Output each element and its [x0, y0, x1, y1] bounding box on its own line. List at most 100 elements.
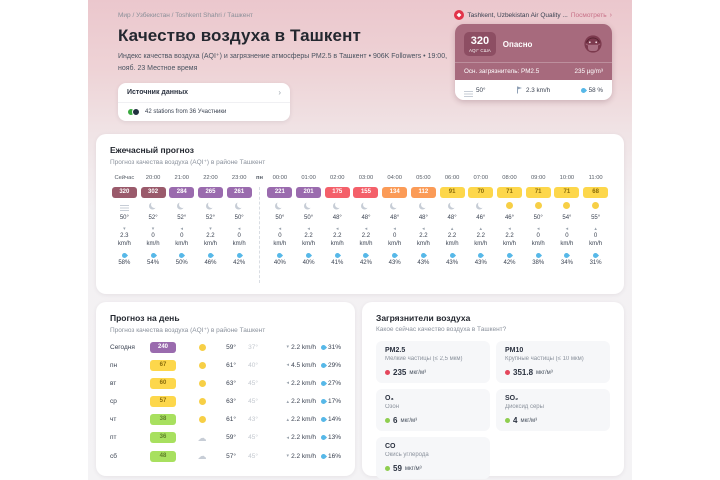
humidity: 43% [388, 260, 401, 267]
day-label: Сегодня [110, 343, 135, 351]
pollutant-code: CO [385, 443, 396, 451]
wind-unit: km/h [560, 241, 574, 248]
humidity: 42% [233, 260, 246, 267]
humidity: 13% [327, 434, 341, 442]
wind-unit: km/h [589, 241, 603, 248]
moon-icon [478, 201, 485, 208]
humidity-drop-icon [235, 252, 243, 260]
aqi-pill: 112 [410, 187, 436, 199]
pollutant-unit: мкг/м³ [409, 369, 427, 376]
humidity-icon-cell [196, 251, 225, 260]
pollutant-value-row: 6 мкг/м³ [385, 416, 481, 425]
data-source-card[interactable]: Источник данных › 42 stations from 36 Уч… [118, 83, 290, 122]
weather-icon-cell [192, 398, 212, 406]
day-divider-line [259, 187, 261, 284]
low-temperature: 43° [248, 416, 258, 424]
humidity-icon-cell [380, 251, 409, 260]
temperature: 50° [234, 215, 244, 222]
masked-face-icon [584, 35, 602, 53]
low-temperature: 37° [248, 343, 258, 351]
low-temperature: 45° [248, 434, 258, 442]
wind-speed: 4.5 km/h [291, 361, 316, 369]
wind-direction-icon: ◂ [536, 226, 540, 233]
wind-direction-icon: ◂ [393, 226, 396, 233]
pollutant-value-row: 59 мкг/м³ [385, 464, 481, 473]
wind-direction-icon: ◂ [286, 380, 290, 387]
hour-label: 01:00 [301, 175, 316, 182]
aqi-value: 320 [470, 35, 490, 47]
data-source-stations: 42 stations from 36 Участники [118, 102, 290, 121]
pollutant-tile: PM2.5 Мелкие частицы (≤ 2,5 мкм) 235 мкг/м³ [376, 341, 490, 384]
hourly-column: 05:00 112 48° ◂ 2.2 km/h 43% [409, 175, 438, 283]
humidity-icon-cell [495, 251, 524, 260]
wind-direction-icon: ▾ [209, 226, 212, 233]
pollutant-code: SO₂ [505, 395, 519, 403]
aqi-pill: 261 [226, 187, 252, 199]
high-temperature: 63° [226, 379, 236, 387]
wind-unit: km/h [531, 241, 545, 248]
humidity-drop-icon [305, 252, 313, 260]
humidity: 46% [204, 260, 217, 267]
haze-icon [119, 205, 129, 207]
hour-label: 04:00 [387, 175, 402, 182]
aqi-status-label: Опасно [502, 39, 533, 49]
humidity-drop-icon [178, 252, 186, 260]
wind-unit: km/h [117, 241, 131, 248]
hourly-column: 02:00 175 48° ◂ 2.2 km/h 41% [323, 175, 352, 283]
wind-unit: km/h [302, 241, 316, 248]
weather-icon-cell [225, 198, 254, 212]
daily-row: чт 38 61° 43° ▴ 2.2 km/h 14% [110, 414, 341, 426]
wind-cell: ▾ 2.2 km/h [258, 344, 316, 351]
wind-direction-icon: ◂ [180, 226, 184, 233]
wind-item: 2.3 km/h [516, 86, 550, 94]
chevron-right-icon[interactable]: › [609, 11, 612, 19]
pollutant-unit: мкг/м³ [400, 417, 418, 424]
pollutant-value: 235 [393, 368, 407, 378]
hourly-column: 03:00 155 48° ◂ 2.2 km/h 42% [352, 175, 381, 283]
data-source-title: Источник данных [127, 89, 189, 97]
wind-unit: km/h [474, 241, 488, 248]
temperature: 46° [476, 215, 486, 222]
wind-direction-icon: ▴ [286, 416, 290, 423]
humidity: 14% [327, 416, 341, 424]
temperature: 50° [275, 215, 285, 222]
weather-icon-cell [192, 416, 212, 424]
wind-speed: 2.2 km/h [291, 416, 316, 424]
breadcrumb[interactable]: Мир / Узбекистан / Toshkent Shahri / Таш… [118, 11, 253, 19]
wind-speed: 0 [278, 233, 282, 240]
humidity-icon-cell [409, 251, 438, 260]
humidity: 50% [175, 260, 188, 267]
pollutant-description: Диоксид серы [505, 404, 544, 411]
humidity-drop-icon [477, 252, 485, 260]
pollutant-value-row: 4 мкг/м³ [505, 416, 601, 425]
hour-label: 22:00 [203, 175, 218, 182]
wind-speed: 0 [536, 233, 540, 240]
humidity-icon-cell [581, 251, 610, 260]
humidity-cell: 17% [319, 398, 341, 406]
daily-row: вт 60 63° 45° ◂ 2.2 km/h 27% [110, 377, 341, 389]
wind-direction-icon: ▴ [450, 226, 454, 233]
day-label: сб [110, 452, 117, 460]
weather-icon-cell [409, 198, 438, 212]
status-dot-icon [505, 418, 510, 424]
humidity-cell: 13% [319, 434, 341, 442]
hourly-column: 07:00 70 46° ▴ 2.2 km/h 43% [466, 175, 495, 283]
sun-icon [198, 343, 206, 351]
humidity-icon-cell [110, 251, 139, 260]
temperature: 52° [177, 215, 187, 222]
temperature: 50° [304, 215, 314, 222]
aqi-pill: 302 [140, 187, 166, 199]
view-link[interactable]: Посмотреть [570, 11, 607, 19]
humidity-drop-icon [534, 252, 542, 260]
aqi-badge: 320 AQI⁺ США [464, 32, 496, 57]
humidity: 41% [331, 260, 344, 267]
weather-icon-cell [380, 198, 409, 212]
moon-icon [237, 201, 244, 208]
humidity-drop-icon [319, 398, 328, 406]
hourly-title: Ежечасный прогноз [110, 145, 194, 156]
day-label: пт [110, 434, 117, 442]
hourly-column: Сейчас 320 50° ▾ 2.3 km/h 58% [110, 175, 139, 283]
wind-direction-icon: ◂ [422, 226, 425, 233]
temperature: 48° [447, 215, 457, 222]
aqi-pill: 57 [150, 396, 176, 408]
